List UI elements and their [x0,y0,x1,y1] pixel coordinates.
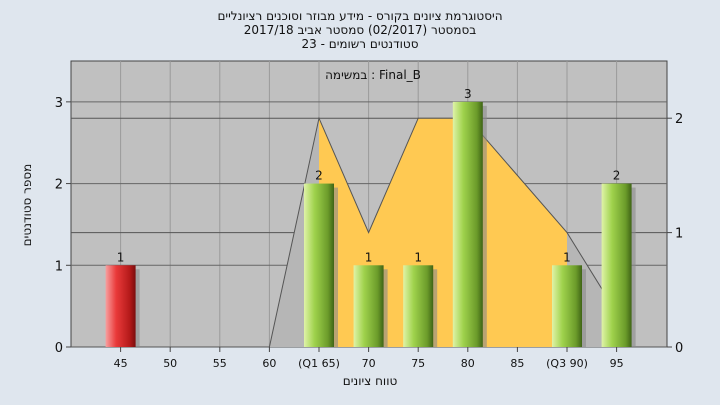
chart-title-line-1: היסטוגרמת ציונים בקורס - מידע מבוזר וסוכ… [217,9,503,23]
chart-title-line-2: בסמסטר (02/2017) סמסטר אביב 2017/18 [243,23,477,37]
x-axis-tick-label: 50 [163,357,177,370]
x-axis-tick-label: 55 [213,357,227,370]
bar-data-label: 1 [117,250,125,264]
y-axis-tick-label: 0 [55,341,63,356]
x-axis-tick-label: (Q3 90) [546,357,588,370]
y2-axis-tick-label: 0 [675,341,683,356]
bar-data-label: 1 [414,250,422,264]
bar-data-label: 1 [365,250,373,264]
x-axis-label: טווח ציונים [342,374,398,388]
distribution-line [268,116,618,348]
y-axis-label: מספר סטודנטים [20,163,34,247]
y2-axis-tick-label: 1 [675,227,683,242]
bar [304,183,334,347]
bar [452,101,483,347]
x-axis-tick-label: 80 [461,357,475,370]
chart-header: היסטוגרמת ציונים בקורס - מידע מבוזר וסוכ… [0,9,720,51]
x-axis-tick-label: 60 [262,357,276,370]
x-axis-tick-label: 45 [114,357,128,370]
bar-data-label: 1 [563,250,571,264]
bar [601,183,632,347]
bar-data-label: 2 [315,169,323,183]
x-axis-tick-label: 95 [610,357,624,370]
bar-data-label: 3 [464,87,472,101]
y-axis-tick-label: 3 [55,96,63,111]
x-axis-tick-label: 70 [362,357,376,370]
bar-data-label: 2 [613,169,621,183]
x-axis-tick-label: (Q1 65) [298,357,340,370]
bar [403,265,434,347]
bar [552,265,582,347]
x-axis-tick-label: 85 [510,357,524,370]
y2-axis-tick-label: 2 [675,112,683,127]
chart-title-line-3: סטודנטים רשומים - 23 [301,37,419,51]
bar [105,265,136,347]
bar [353,265,384,347]
x-axis-tick-label: 75 [411,357,425,370]
chart-inner-title: במשימה : Final_B [325,68,421,82]
y-axis-tick-label: 2 [55,178,63,193]
y-axis-tick-label: 1 [55,259,63,274]
